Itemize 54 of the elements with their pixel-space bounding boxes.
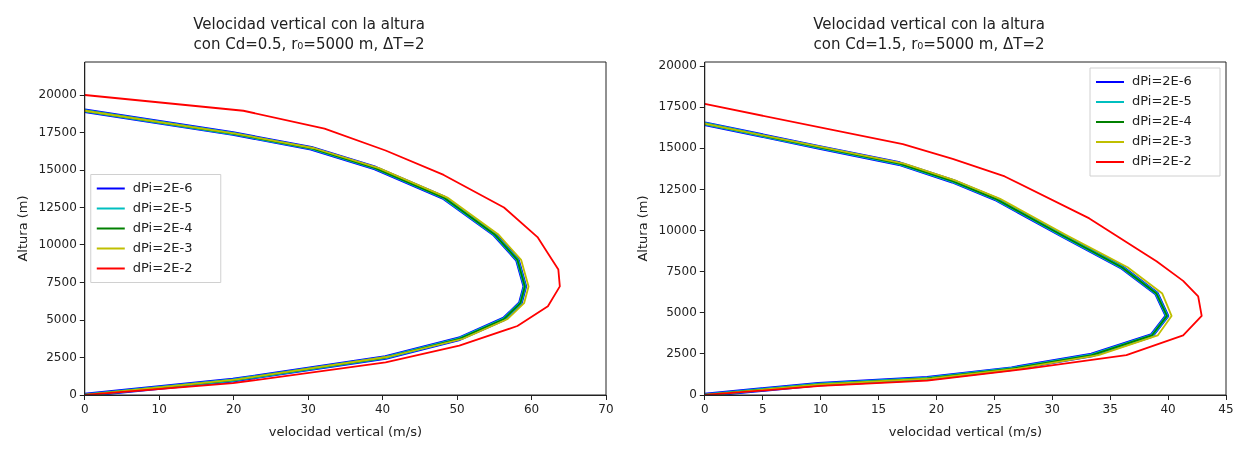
y-axis-title: Altura (m): [15, 195, 31, 262]
x-tick-label: 45: [1218, 402, 1234, 417]
x-tick-label: 40: [374, 402, 391, 417]
x-tick-label: 30: [300, 402, 316, 417]
y-tick-label: 12500: [658, 181, 697, 196]
x-tick-label: 60: [523, 402, 540, 417]
legend-label: dPi=2E-3: [132, 239, 193, 255]
legend-label: dPi=2E-2: [1132, 153, 1192, 169]
legend-label: dPi=2E-4: [132, 219, 193, 235]
y-tick-label: 5000: [46, 312, 77, 327]
chart-subtitle: con Cd=0.5, r₀=5000 m, ΔT=2: [193, 34, 425, 53]
x-tick-label: 40: [1160, 402, 1176, 417]
chart-title: Velocidad vertical con la altura: [813, 14, 1045, 33]
y-tick-label: 7500: [666, 263, 697, 278]
y-tick-label: 0: [689, 387, 697, 402]
y-tick-label: 10000: [38, 237, 77, 252]
y-tick-label: 17500: [38, 124, 77, 139]
y-tick-label: 5000: [666, 304, 697, 319]
legend-label: dPi=2E-5: [132, 199, 193, 215]
x-tick-label: 50: [449, 402, 465, 417]
x-tick-label: 10: [812, 402, 829, 417]
y-axis-title: Altura (m): [635, 195, 651, 262]
legend-label: dPi=2E-5: [1132, 93, 1192, 109]
y-tick-label: 0: [69, 387, 77, 402]
legend-label: dPi=2E-6: [132, 179, 193, 195]
chart-subtitle: con Cd=1.5, r₀=5000 m, ΔT=2: [813, 34, 1045, 53]
y-tick-label: 17500: [658, 99, 697, 114]
x-tick-label: 70: [598, 402, 614, 417]
y-tick-label: 15000: [38, 162, 77, 177]
y-tick-label: 12500: [38, 199, 77, 214]
legend-label: dPi=2E-2: [132, 259, 193, 275]
legend-label: dPi=2E-3: [1132, 133, 1192, 149]
y-tick-label: 2500: [666, 346, 697, 361]
x-tick-label: 35: [1102, 402, 1118, 417]
y-tick-label: 20000: [38, 87, 77, 102]
x-tick-label: 30: [1044, 402, 1060, 417]
x-tick-label: 0: [700, 402, 709, 417]
x-axis-title: velocidad vertical (m/s): [268, 423, 422, 439]
y-tick-label: 7500: [46, 274, 77, 289]
x-tick-label: 20: [928, 402, 945, 417]
x-tick-label: 5: [758, 402, 767, 417]
y-tick-label: 2500: [46, 349, 77, 364]
x-tick-label: 15: [870, 402, 887, 417]
x-tick-label: 25: [986, 402, 1002, 417]
x-tick-label: 0: [80, 402, 89, 417]
legend-label: dPi=2E-4: [1132, 113, 1192, 129]
legend-label: dPi=2E-6: [1132, 73, 1192, 89]
y-tick-label: 15000: [658, 140, 697, 155]
x-axis-title: velocidad vertical (m/s): [888, 423, 1042, 439]
x-tick-label: 10: [151, 402, 167, 417]
x-tick-label: 20: [226, 402, 242, 417]
chart-title: Velocidad vertical con la altura: [193, 14, 425, 33]
y-tick-label: 10000: [658, 222, 697, 237]
y-tick-label: 20000: [658, 58, 697, 73]
